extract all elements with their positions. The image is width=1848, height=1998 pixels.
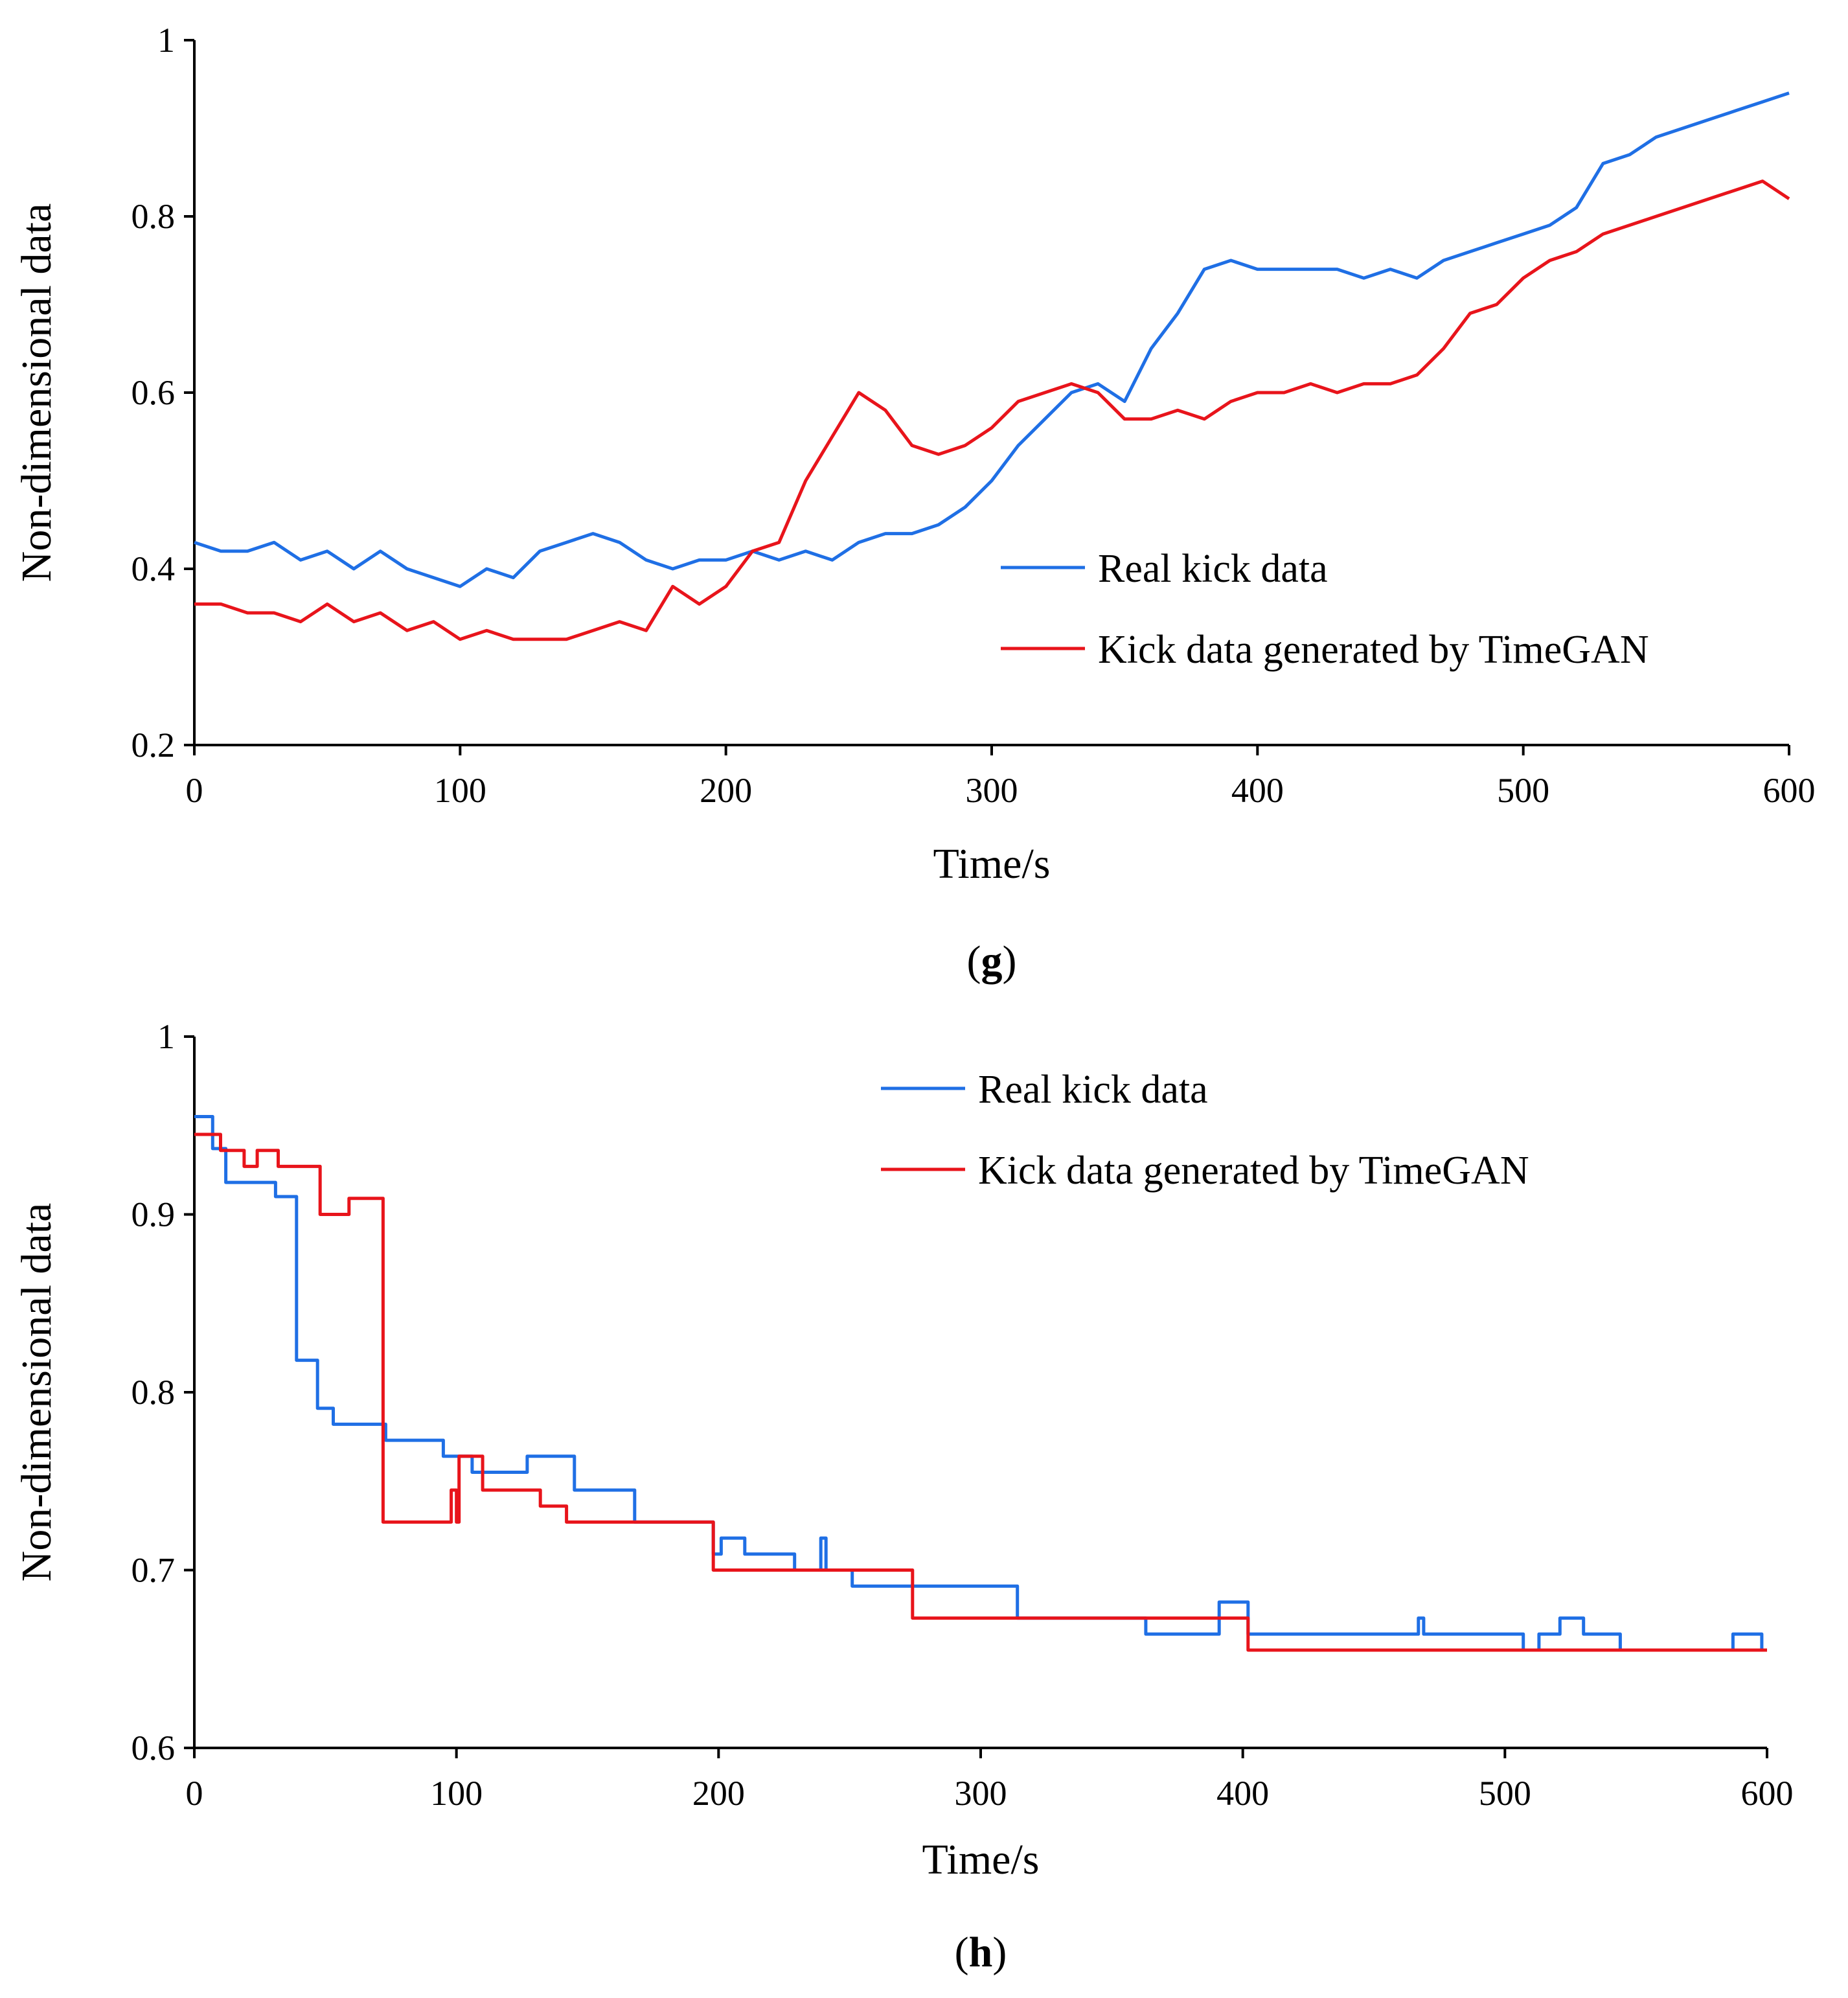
chart-h-y-tick-label: 0.7 — [131, 1551, 176, 1590]
chart-g-panel-label-letter: g — [981, 937, 1003, 985]
chart-h-x-tick-label: 0 — [186, 1774, 203, 1813]
chart-h-panel-label: (h) — [955, 1929, 1007, 1976]
chart-h-x-tick-label: 600 — [1741, 1774, 1794, 1813]
chart-g-series-line-1 — [194, 91, 1790, 588]
chart-g-x-tick-label: 400 — [1231, 771, 1284, 810]
chart-h-panel-label-open: ( — [955, 1929, 969, 1976]
chart-h-x-tick-label: 400 — [1216, 1774, 1269, 1813]
chart-h-panel-label-close: ) — [992, 1929, 1007, 1976]
chart-g-legend-label-1: Real kick data — [1098, 547, 1328, 591]
chart-g-series-line-2 — [194, 179, 1790, 641]
chart-g-x-tick-label: 500 — [1497, 771, 1549, 810]
chart-h-y-tick-label: 0.6 — [131, 1728, 176, 1767]
chart-h-x-tick-label: 300 — [955, 1774, 1007, 1813]
chart-h-legend-label-1: Real kick data — [978, 1068, 1208, 1112]
chart-h-legend-label-2: Kick data generated by TimeGAN — [978, 1149, 1529, 1193]
chart-g-x-tick-label: 200 — [700, 771, 752, 810]
chart-g-y-tick-label: 0.2 — [131, 726, 176, 764]
chart-h-y-tick-label: 0.9 — [131, 1195, 176, 1234]
chart-g-x-axis-title: Time/s — [933, 840, 1051, 888]
chart-h-y-tick-label: 0.8 — [131, 1373, 176, 1412]
chart-g-panel-label-open: ( — [967, 937, 981, 985]
chart-h-panel-label-letter: h — [969, 1929, 993, 1976]
chart-h-y-axis-title: Non-dimensional data — [13, 1203, 60, 1582]
chart-g-panel-label-close: ) — [1003, 937, 1017, 985]
chart-g-y-tick-label: 0.4 — [131, 549, 176, 588]
chart-g-y-tick-label: 0.8 — [131, 197, 176, 236]
chart-panel-g: 0 100 200 300 400 500 600 0.2 0.4 0.6 0.8 1 Time/s No… — [13, 21, 1816, 985]
chart-h-x-tick-label: 500 — [1479, 1774, 1531, 1813]
chart-h-series-line-2 — [194, 1132, 1767, 1652]
chart-h-x-tick-label: 100 — [430, 1774, 483, 1813]
chart-g-panel-label: (g) — [967, 937, 1017, 985]
chart-g-x-tick-label: 0 — [186, 771, 203, 810]
chart-g-y-tick-label: 0.6 — [131, 373, 176, 412]
chart-g-y-tick-label: 1 — [157, 21, 175, 60]
chart-g-x-tick-label: 600 — [1763, 771, 1816, 810]
chart-h-y-tick-label: 1 — [157, 1017, 175, 1056]
chart-g-y-axis-title: Non-dimensional data — [13, 203, 60, 582]
chart-g-x-tick-label: 100 — [434, 771, 486, 810]
chart-h-x-tick-label: 200 — [692, 1774, 745, 1813]
chart-g-x-tick-label: 300 — [966, 771, 1018, 810]
chart-h-x-axis-title: Time/s — [922, 1836, 1040, 1883]
chart-panel-h: 0 100 200 300 400 500 600 0.6 0.7 0.8 0.9 1 Time/s No… — [13, 1017, 1794, 1976]
chart-g-legend-label-2: Kick data generated by TimeGAN — [1098, 628, 1649, 672]
